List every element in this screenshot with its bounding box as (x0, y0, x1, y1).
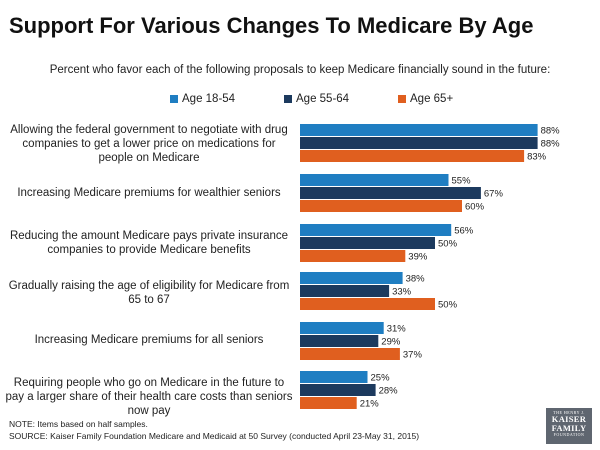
category-label-raise-eligibility-age: Gradually raising the age of eligibility… (8, 280, 290, 306)
bar-premiums-wealthier-age-55-64 (300, 187, 481, 199)
chart-subtitle: Percent who favor each of the following … (49, 64, 551, 76)
bar-larger-share-costs-age-18-54 (300, 371, 368, 383)
bar-negotiate-drug-prices-age-55-64 (300, 137, 538, 149)
legend-swatch-age-18-54 (170, 95, 178, 103)
bar-reduce-private-insurance-age-65-plus (300, 250, 406, 262)
bar-raise-eligibility-age-age-55-64 (300, 285, 390, 297)
data-label-premiums-all-seniors-age-55-64: 29% (381, 337, 401, 348)
legend-label-age-65-plus: Age 65+ (410, 93, 454, 105)
data-label-negotiate-drug-prices-age-18-54: 88% (541, 126, 561, 137)
legend-label-age-18-54: Age 18-54 (182, 93, 236, 105)
data-label-premiums-wealthier-age-18-54: 55% (452, 176, 472, 187)
bar-reduce-private-insurance-age-18-54 (300, 224, 452, 236)
kff-logo: THE HENRY J. KAISER FAMILY FOUNDATION (546, 408, 592, 444)
note-text: NOTE: Items based on half samples. (9, 419, 148, 429)
bar-larger-share-costs-age-55-64 (300, 384, 376, 396)
bar-premiums-wealthier-age-18-54 (300, 174, 449, 186)
data-label-negotiate-drug-prices-age-65-plus: 83% (527, 152, 547, 163)
category-label-premiums-all-seniors: Increasing Medicare premiums for all sen… (34, 334, 264, 346)
data-label-premiums-all-seniors-age-65-plus: 37% (403, 350, 423, 361)
legend-item-age-65-plus: Age 65+ (398, 93, 453, 105)
category-label-premiums-wealthier: Increasing Medicare premiums for wealthi… (17, 187, 281, 199)
logo-line-4: FOUNDATION (553, 432, 585, 437)
bar-negotiate-drug-prices-age-18-54 (300, 124, 538, 136)
data-label-larger-share-costs-age-18-54: 25% (371, 373, 391, 384)
data-label-larger-share-costs-age-55-64: 28% (379, 386, 399, 397)
data-label-larger-share-costs-age-65-plus: 21% (360, 399, 380, 410)
data-label-negotiate-drug-prices-age-55-64: 88% (541, 139, 561, 150)
bar-premiums-all-seniors-age-55-64 (300, 335, 379, 347)
data-label-raise-eligibility-age-age-18-54: 38% (406, 274, 426, 285)
source-text: SOURCE: Kaiser Family Foundation Medicar… (9, 431, 420, 441)
data-label-reduce-private-insurance-age-55-64: 50% (438, 239, 458, 250)
category-label-larger-share-costs: Requiring people who go on Medicare in t… (5, 377, 293, 417)
category-label-negotiate-drug-prices: Allowing the federal government to negot… (10, 124, 288, 164)
bar-raise-eligibility-age-age-65-plus (300, 298, 435, 310)
data-label-reduce-private-insurance-age-65-plus: 39% (408, 252, 428, 263)
category-label-reduce-private-insurance: Reducing the amount Medicare pays privat… (9, 230, 289, 256)
legend-item-age-18-54: Age 18-54 (170, 93, 235, 105)
legend: Age 18-54 Age 55-64 Age 65+ (0, 93, 600, 107)
data-label-premiums-wealthier-age-65-plus: 60% (465, 202, 485, 213)
data-label-raise-eligibility-age-age-55-64: 33% (392, 287, 412, 298)
bar-premiums-all-seniors-age-18-54 (300, 322, 384, 334)
legend-swatch-age-55-64 (284, 95, 292, 103)
legend-swatch-age-65-plus (398, 95, 406, 103)
legend-item-age-55-64: Age 55-64 (284, 93, 349, 105)
bar-reduce-private-insurance-age-55-64 (300, 237, 435, 249)
bar-premiums-wealthier-age-65-plus (300, 200, 462, 212)
data-label-premiums-all-seniors-age-18-54: 31% (387, 324, 407, 335)
data-label-raise-eligibility-age-age-65-plus: 50% (438, 300, 458, 311)
bar-premiums-all-seniors-age-65-plus (300, 348, 400, 360)
legend-label-age-55-64: Age 55-64 (296, 93, 350, 105)
data-label-reduce-private-insurance-age-18-54: 56% (454, 226, 474, 237)
logo-line-1: THE HENRY J. (553, 410, 585, 415)
logo-line-2: KAISER (551, 414, 587, 424)
chart-title: Support For Various Changes To Medicare … (9, 13, 534, 38)
bar-raise-eligibility-age-age-18-54 (300, 272, 403, 284)
data-label-premiums-wealthier-age-55-64: 67% (484, 189, 504, 200)
logo-line-3: FAMILY (551, 422, 587, 433)
bar-larger-share-costs-age-65-plus (300, 397, 357, 409)
bar-negotiate-drug-prices-age-65-plus (300, 150, 525, 162)
